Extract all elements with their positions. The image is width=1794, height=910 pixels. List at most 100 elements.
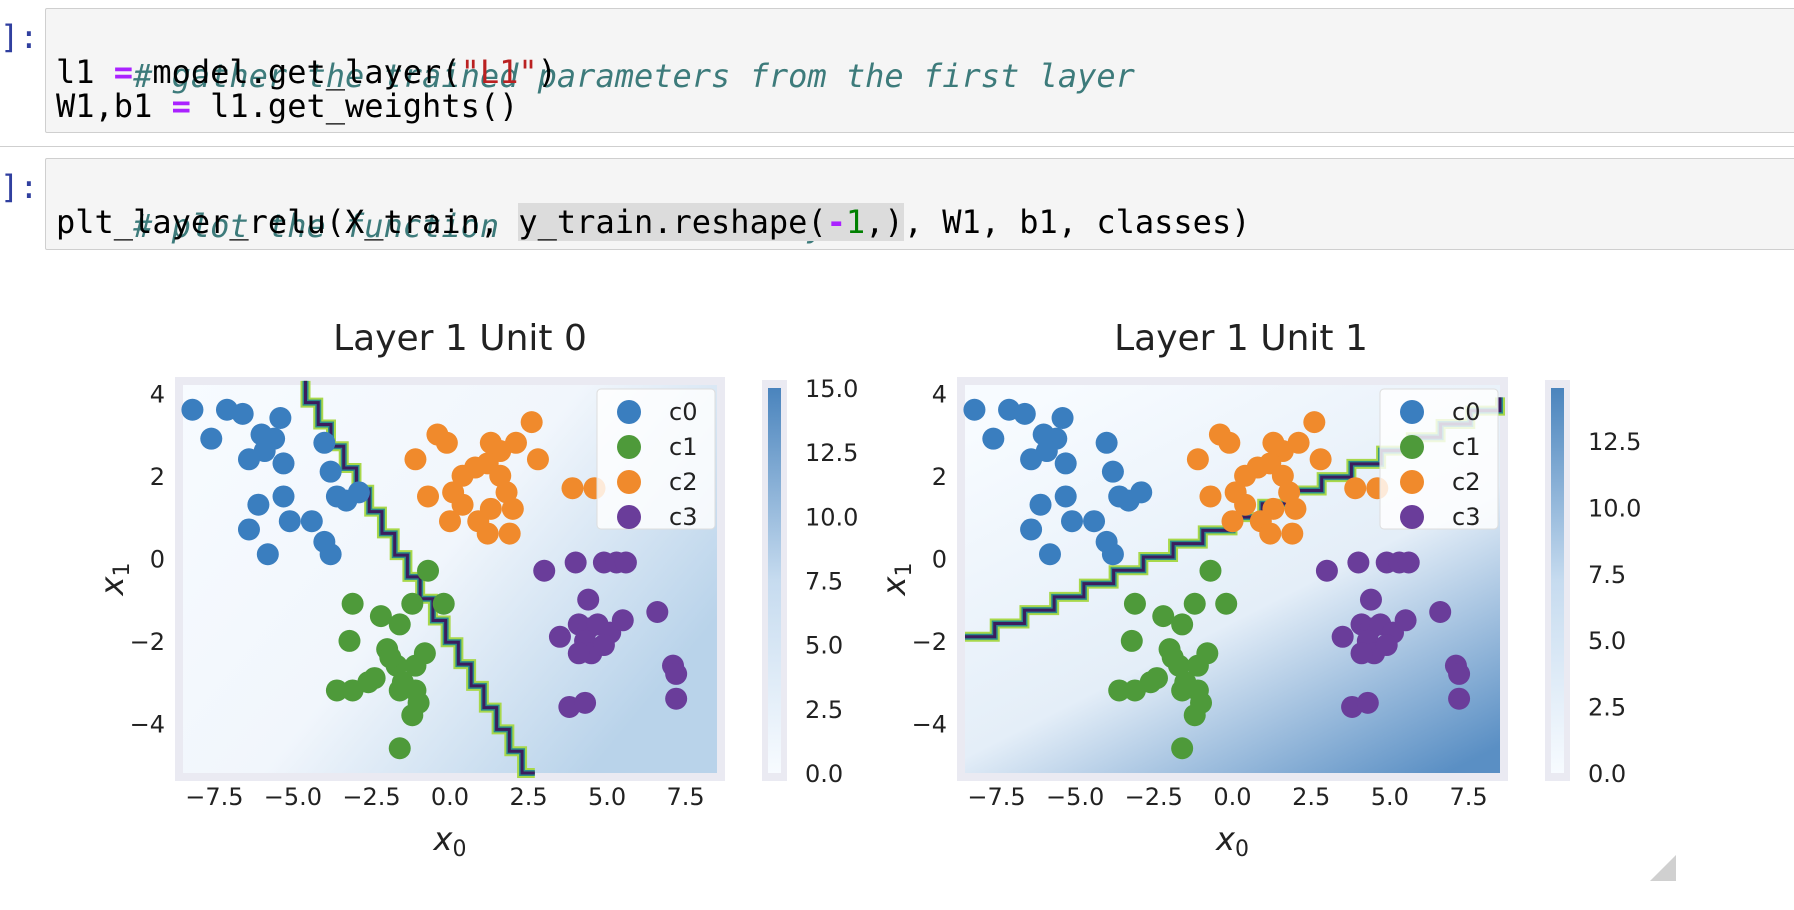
data-point-c3 [1375, 551, 1398, 574]
cell-separator [0, 146, 1794, 147]
cell-prompt: ]: [0, 168, 39, 206]
data-point-c0 [313, 530, 336, 553]
data-point-c1 [1120, 629, 1143, 652]
x-tick-label: 2.5 [1292, 783, 1330, 811]
x-tick-label: −5.0 [1046, 783, 1104, 811]
data-point-c2 [479, 431, 502, 454]
data-point-c0 [1083, 510, 1106, 533]
data-point-c3 [1388, 551, 1411, 574]
data-point-c2 [1309, 448, 1332, 471]
data-point-c3 [1331, 625, 1354, 648]
code-token: ) [537, 53, 557, 91]
cell-prompt: ]: [0, 18, 39, 56]
data-point-c2 [504, 431, 527, 454]
data-point-c2 [1278, 481, 1301, 504]
data-point-c1 [391, 671, 414, 694]
legend-marker [1400, 400, 1424, 424]
data-point-c1 [1123, 679, 1146, 702]
colorbar-frame [1545, 380, 1570, 781]
legend-label: c0 [1452, 398, 1480, 426]
plot-frame [175, 377, 725, 781]
data-point-c0 [1095, 530, 1118, 553]
data-point-c0 [963, 398, 986, 421]
data-point-c1 [1215, 592, 1238, 615]
data-point-c1 [404, 654, 427, 677]
data-point-c3 [1315, 559, 1338, 582]
data-point-c3 [662, 654, 685, 677]
legend-label: c0 [669, 398, 697, 426]
y-tick-label: 4 [150, 380, 165, 408]
data-point-c2 [1344, 477, 1367, 500]
data-point-c2 [464, 456, 487, 479]
data-point-c2 [1287, 431, 1310, 454]
data-point-c0 [347, 481, 370, 504]
legend-label: c1 [669, 433, 697, 461]
code-highlight: y_train.reshape(-1,) [518, 203, 904, 241]
code-token: l1 [56, 53, 114, 91]
boundary-line [304, 380, 535, 775]
data-point-c3 [614, 551, 637, 574]
data-point-c3 [1369, 613, 1392, 636]
resize-handle[interactable] [1650, 855, 1676, 881]
data-point-c2 [1271, 440, 1294, 463]
colorbar-tick-label: 0.0 [1588, 760, 1626, 788]
data-point-c2 [1208, 423, 1231, 446]
data-point-c0 [1051, 407, 1074, 430]
data-point-c2 [476, 452, 499, 475]
data-point-c2 [1262, 431, 1285, 454]
data-point-c3 [1397, 551, 1420, 574]
plot-area [183, 385, 717, 773]
data-point-c0 [278, 510, 301, 533]
data-point-c3 [1356, 629, 1379, 652]
data-point-c0 [247, 493, 270, 516]
colorbar-tick-label: 12.5 [1588, 428, 1641, 456]
data-point-c2 [489, 440, 512, 463]
colorbar-tick-label: 5.0 [805, 632, 843, 660]
data-point-c3 [1350, 613, 1373, 636]
legend-label: c2 [1452, 468, 1480, 496]
data-point-c1 [1171, 679, 1194, 702]
legend-marker [1400, 435, 1424, 459]
data-point-c0 [335, 489, 358, 512]
data-point-c0 [1130, 481, 1153, 504]
data-point-c0 [269, 407, 292, 430]
data-point-c0 [1045, 427, 1068, 450]
data-point-c2 [1303, 411, 1326, 434]
data-point-c1 [1158, 638, 1181, 661]
data-point-c0 [263, 427, 286, 450]
code-token: plt_layer_relu(X_train, [56, 203, 519, 241]
data-point-c1 [1183, 704, 1206, 727]
x-tick-label: −7.5 [967, 783, 1025, 811]
y-tick-label: 2 [150, 463, 165, 491]
data-point-c2 [439, 510, 461, 533]
data-point-c0 [1013, 402, 1036, 425]
x-tick-label: 7.5 [1449, 783, 1487, 811]
x-axis-label: x0 [1215, 820, 1249, 862]
colorbar-tick-label: 12.5 [805, 439, 858, 467]
colorbar-tick-label: 2.5 [805, 696, 843, 724]
x-tick-label: −2.5 [1125, 783, 1183, 811]
legend-label: c1 [1452, 433, 1480, 461]
code-cell-plot-layer[interactable]: # plot the function of the first layer p… [45, 158, 1794, 250]
data-point-c0 [181, 398, 204, 421]
data-point-c1 [1123, 592, 1146, 615]
code-line-get-layer: l1 = model.get_layer("L1") [56, 53, 557, 91]
data-point-c3 [1359, 588, 1382, 611]
data-point-c1 [413, 642, 436, 665]
data-point-c0 [237, 448, 260, 471]
colorbar-tick-label: 7.5 [805, 568, 843, 596]
y-axis-label: x1 [93, 563, 135, 597]
data-point-c3 [1448, 687, 1471, 710]
data-point-c1 [341, 679, 364, 702]
data-point-c0 [1020, 448, 1043, 471]
data-point-c1 [1186, 654, 1209, 677]
data-point-c1 [357, 671, 380, 694]
data-point-c1 [1108, 679, 1131, 702]
data-point-c3 [567, 613, 590, 636]
data-point-c0 [1101, 460, 1124, 483]
data-point-c2 [426, 423, 449, 446]
data-point-c1 [1152, 605, 1175, 628]
code-cell-gather-weights[interactable]: # gather the trained parameters from the… [45, 8, 1794, 133]
data-point-c3 [1363, 642, 1386, 665]
colorbar-tick-label: 10.0 [805, 503, 858, 531]
